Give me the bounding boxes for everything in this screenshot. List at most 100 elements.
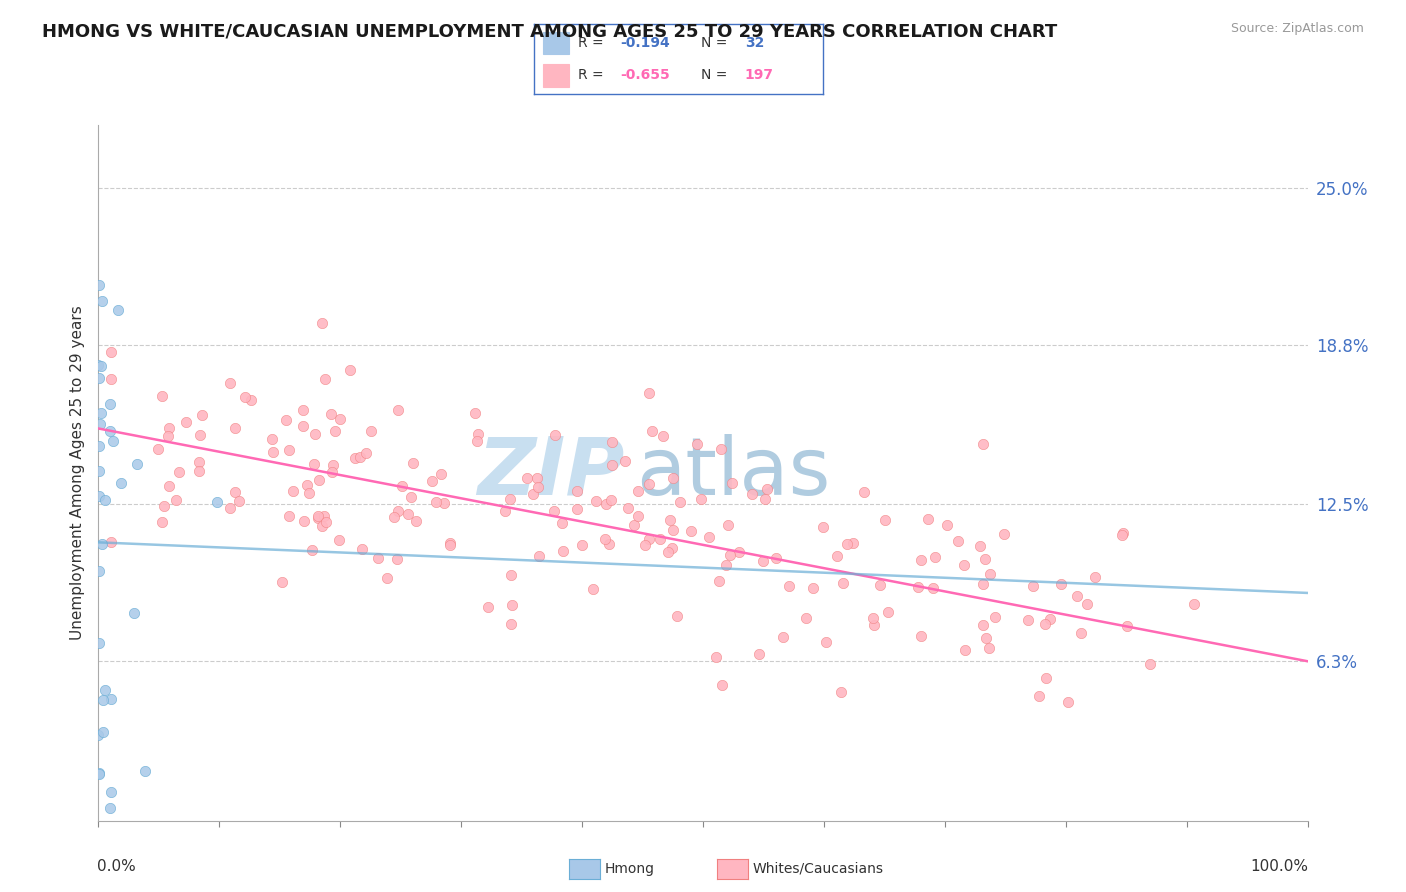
Point bbox=[778, 579, 800, 593]
Text: 32: 32 bbox=[745, 36, 763, 50]
Point bbox=[188, 428, 211, 442]
Point bbox=[240, 393, 263, 408]
Point bbox=[188, 455, 211, 469]
Point bbox=[311, 316, 333, 330]
Point bbox=[1028, 689, 1050, 703]
Bar bbox=[543, 64, 569, 87]
Point bbox=[756, 482, 779, 496]
Point bbox=[124, 606, 146, 620]
Point bbox=[1116, 619, 1139, 633]
Point bbox=[657, 545, 679, 559]
Text: HMONG VS WHITE/CAUCASIAN UNEMPLOYMENT AMONG AGES 25 TO 29 YEARS CORRELATION CHAR: HMONG VS WHITE/CAUCASIAN UNEMPLOYMENT AM… bbox=[42, 22, 1057, 40]
Point bbox=[311, 518, 333, 533]
Point bbox=[207, 494, 229, 508]
Point bbox=[87, 358, 110, 372]
Point bbox=[765, 551, 787, 566]
Point bbox=[842, 536, 865, 550]
Point bbox=[89, 417, 111, 431]
Point bbox=[156, 429, 179, 443]
Point bbox=[344, 450, 367, 465]
Point bbox=[87, 277, 110, 292]
Point bbox=[464, 406, 486, 420]
Point bbox=[430, 467, 453, 482]
Point bbox=[627, 508, 650, 523]
Point bbox=[627, 483, 650, 498]
Point bbox=[946, 534, 969, 549]
Point bbox=[433, 495, 456, 509]
Point bbox=[993, 526, 1015, 541]
Point bbox=[907, 580, 929, 594]
Point bbox=[801, 581, 824, 595]
Point bbox=[399, 490, 422, 504]
Point bbox=[339, 363, 361, 377]
Point bbox=[87, 765, 110, 780]
Point bbox=[87, 564, 110, 578]
Point bbox=[87, 370, 110, 384]
Point bbox=[681, 524, 703, 538]
Point bbox=[375, 572, 398, 586]
Point bbox=[125, 457, 148, 471]
Point bbox=[103, 434, 125, 448]
Point bbox=[278, 443, 301, 458]
Point bbox=[652, 428, 675, 442]
Point bbox=[157, 421, 180, 435]
Point bbox=[585, 494, 607, 508]
Point bbox=[307, 511, 329, 525]
Point bbox=[1022, 579, 1045, 593]
Point bbox=[233, 390, 256, 404]
Point bbox=[623, 517, 645, 532]
Point bbox=[711, 678, 734, 692]
Point bbox=[814, 635, 837, 649]
Point bbox=[873, 513, 896, 527]
Point bbox=[662, 470, 685, 484]
Point bbox=[501, 617, 523, 632]
Point bbox=[150, 389, 173, 403]
Point bbox=[499, 491, 522, 506]
Point bbox=[543, 503, 565, 517]
Point bbox=[91, 693, 114, 707]
Point bbox=[87, 490, 110, 504]
Text: Source: ZipAtlas.com: Source: ZipAtlas.com bbox=[1230, 22, 1364, 36]
Point bbox=[87, 464, 110, 478]
Point bbox=[686, 437, 709, 451]
Point bbox=[699, 530, 721, 544]
Text: N =: N = bbox=[702, 68, 733, 82]
Point bbox=[544, 428, 567, 442]
Point bbox=[218, 376, 240, 390]
Point bbox=[307, 508, 329, 523]
Point bbox=[420, 475, 443, 489]
Text: atlas: atlas bbox=[637, 434, 831, 512]
Text: -0.194: -0.194 bbox=[621, 36, 671, 50]
Point bbox=[979, 567, 1001, 582]
Point bbox=[148, 442, 170, 457]
Point bbox=[87, 767, 110, 781]
Point bbox=[581, 582, 603, 596]
Point bbox=[827, 549, 849, 563]
Point bbox=[748, 647, 770, 661]
Point bbox=[298, 485, 321, 500]
Point bbox=[187, 464, 209, 478]
Point bbox=[291, 419, 314, 434]
Point bbox=[153, 499, 176, 513]
Point bbox=[100, 784, 122, 798]
Point bbox=[402, 456, 425, 470]
Point bbox=[741, 487, 763, 501]
Point bbox=[910, 629, 932, 643]
Point bbox=[301, 543, 323, 558]
Point bbox=[853, 485, 876, 500]
Point bbox=[1035, 671, 1057, 685]
Point bbox=[666, 608, 689, 623]
Point bbox=[165, 492, 187, 507]
Point bbox=[983, 609, 1005, 624]
Point bbox=[349, 450, 371, 465]
Point bbox=[314, 508, 336, 523]
Point bbox=[91, 537, 114, 551]
Point bbox=[271, 575, 294, 590]
Point bbox=[387, 403, 409, 417]
Point bbox=[616, 500, 638, 515]
Point bbox=[262, 445, 284, 459]
Point bbox=[516, 471, 538, 485]
Point bbox=[93, 682, 115, 697]
Point bbox=[1039, 612, 1062, 626]
Point bbox=[91, 294, 114, 309]
